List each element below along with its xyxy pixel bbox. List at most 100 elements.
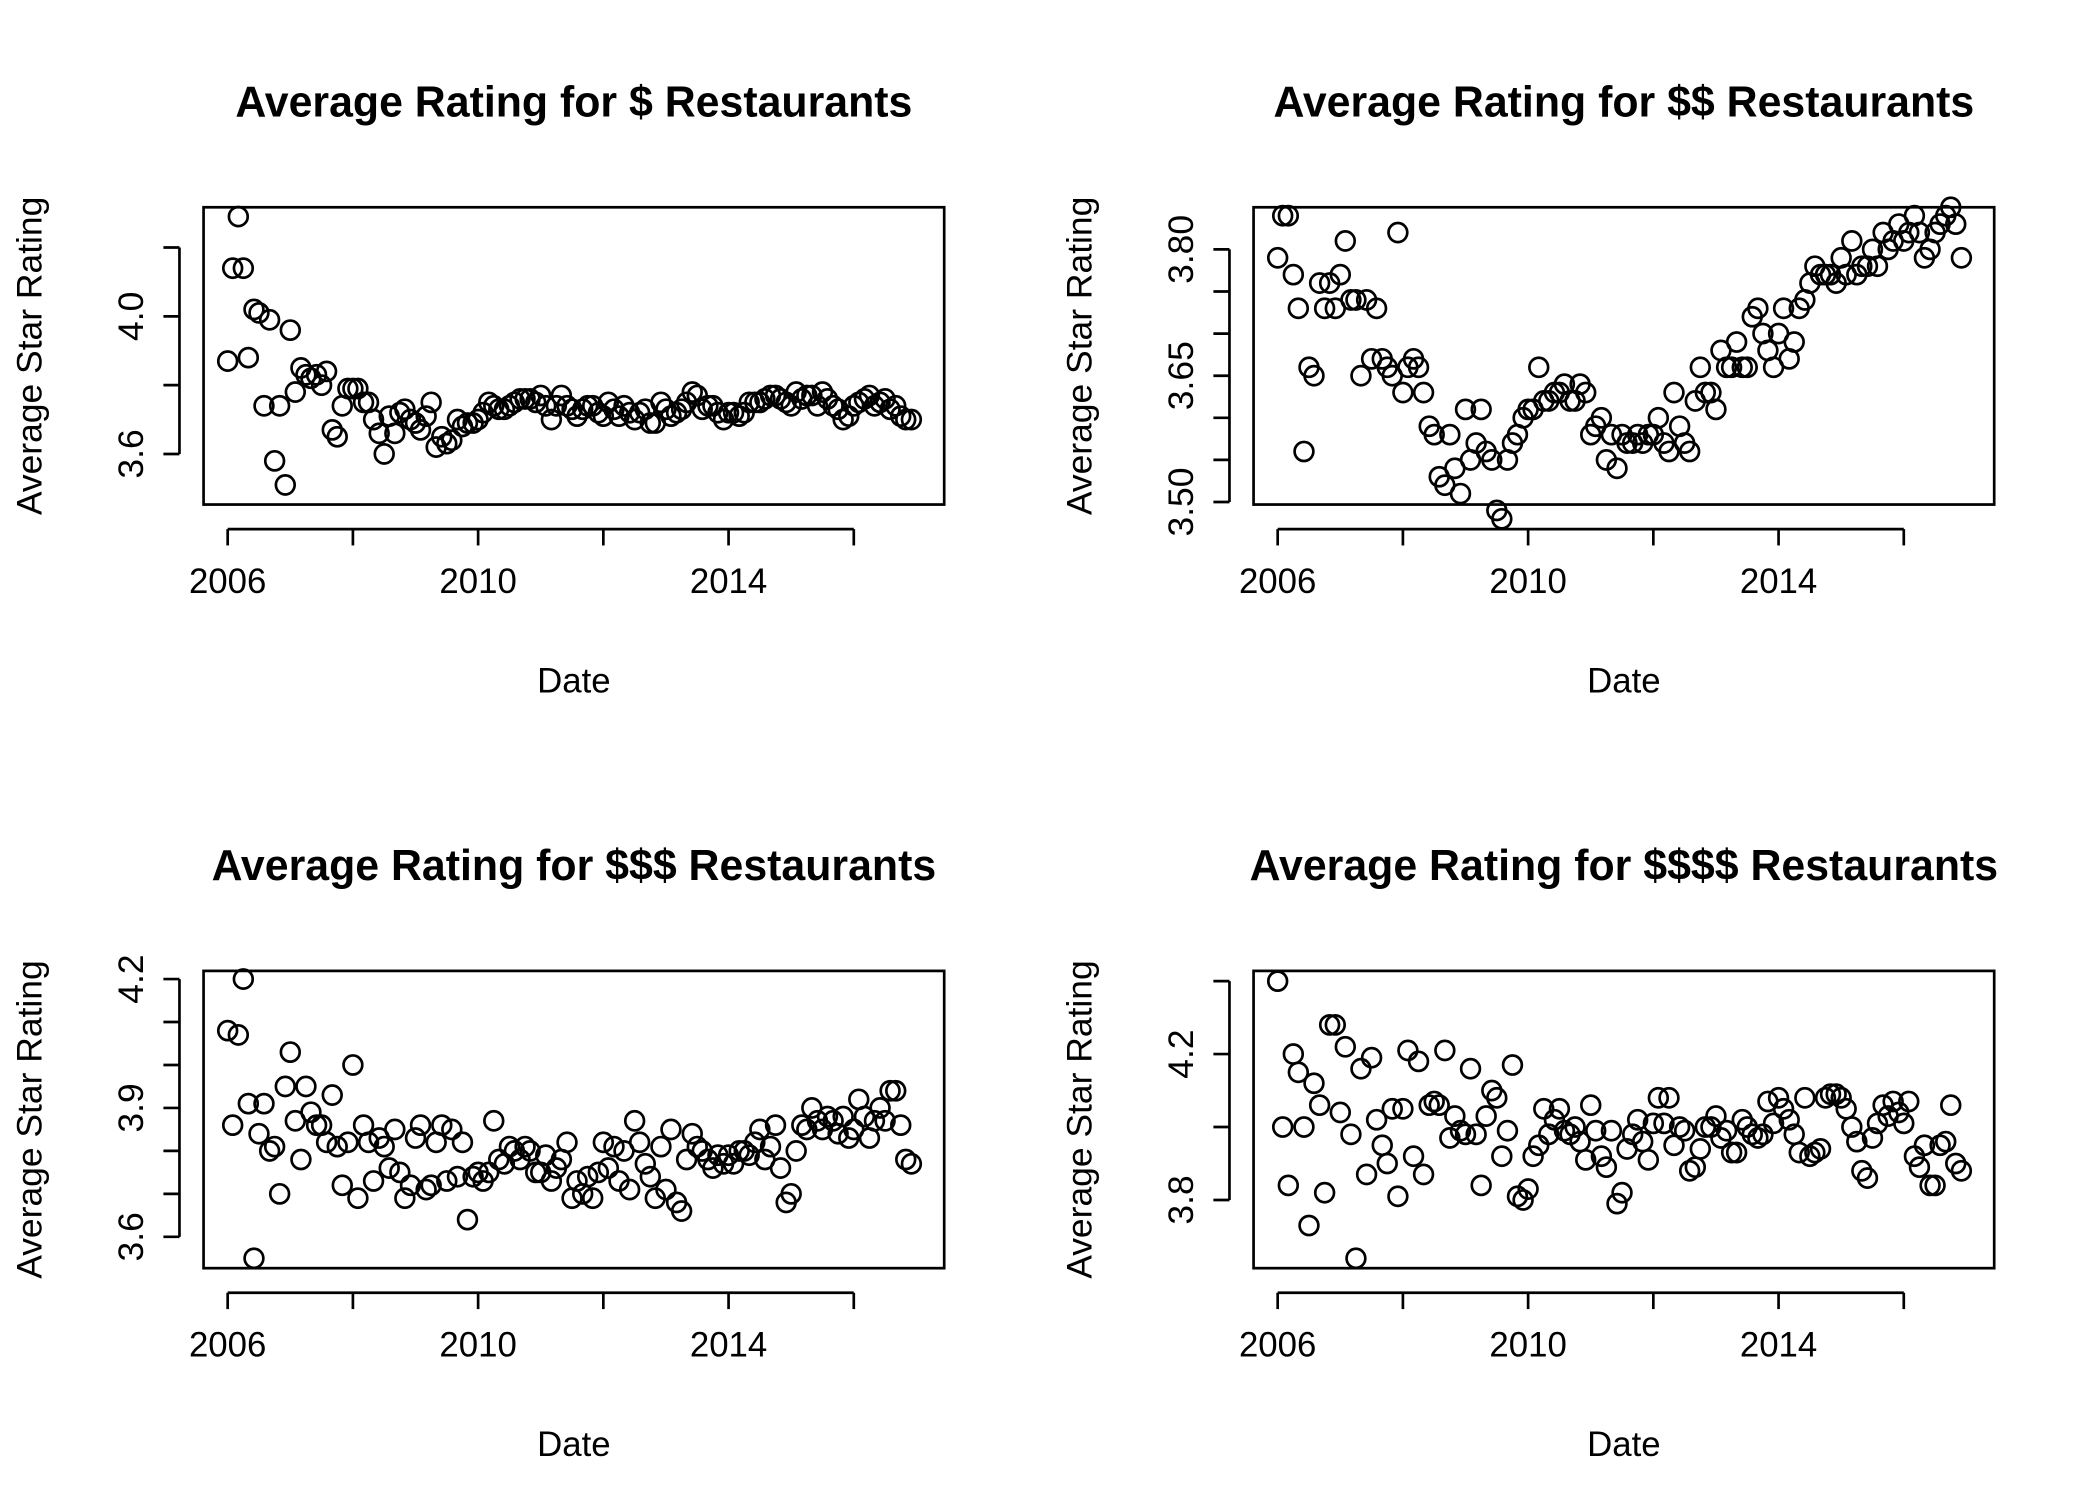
- point: [451, 1131, 474, 1154]
- point: [1590, 406, 1613, 429]
- point: [399, 1174, 422, 1197]
- point: [1788, 1141, 1810, 1164]
- point: [1418, 1094, 1440, 1117]
- point: [1548, 1097, 1571, 1120]
- point: [843, 394, 865, 417]
- point: [655, 1178, 677, 1201]
- point: [1392, 1097, 1414, 1120]
- point: [597, 1157, 620, 1179]
- point: [827, 398, 849, 421]
- point: [1538, 1123, 1560, 1146]
- point: [1794, 1086, 1816, 1109]
- panel: Average Rating for $ Restaurants Date Aver…: [11, 78, 946, 701]
- point: [1767, 1086, 1790, 1109]
- point: [1736, 356, 1758, 379]
- point: [404, 1127, 427, 1149]
- point: [1329, 263, 1352, 286]
- point: [221, 1114, 244, 1137]
- point: [1908, 1156, 1931, 1179]
- point: [1528, 1134, 1550, 1157]
- point: [1950, 1159, 1973, 1182]
- x-tick-label: 2014: [690, 562, 767, 601]
- x-axis-label: Date: [537, 661, 611, 700]
- point: [305, 363, 328, 386]
- point: [1637, 1148, 1660, 1171]
- point: [822, 1109, 844, 1132]
- point: [1694, 381, 1717, 404]
- point: [1501, 1054, 1524, 1076]
- point: [1678, 440, 1701, 463]
- point: [1423, 1090, 1445, 1113]
- point: [389, 401, 411, 424]
- point: [1371, 1134, 1393, 1157]
- point: [1465, 1123, 1487, 1146]
- point: [1287, 297, 1310, 320]
- point: [216, 350, 239, 372]
- y-tick-label: 3.8: [1162, 1175, 1201, 1224]
- point: [1303, 1072, 1325, 1095]
- point: [1689, 356, 1712, 379]
- point: [347, 377, 369, 400]
- point: [373, 1135, 395, 1158]
- y-axis-label: Average Star Rating: [11, 197, 50, 516]
- point: [446, 408, 469, 431]
- chart-title: Average Rating for $ Restaurants: [235, 78, 912, 126]
- point: [1491, 507, 1513, 530]
- y-tick-label: 3.50: [1162, 468, 1201, 537]
- x-tick-label: 2014: [1740, 562, 1817, 601]
- point: [1282, 1043, 1305, 1065]
- point: [456, 412, 479, 434]
- point: [1350, 1057, 1372, 1080]
- point: [1861, 1127, 1884, 1149]
- point: [634, 1152, 657, 1175]
- point: [1585, 1119, 1607, 1142]
- point: [1752, 1123, 1774, 1146]
- point: [1293, 1116, 1315, 1138]
- point: [1387, 221, 1409, 244]
- y-axis-label: Average Star Rating: [1061, 960, 1100, 1279]
- plot-frame: [202, 969, 946, 1270]
- point: [1725, 1141, 1748, 1164]
- point: [1449, 1119, 1472, 1142]
- y-tick-label: 3.65: [1162, 341, 1201, 410]
- point: [1600, 1119, 1623, 1142]
- point: [1318, 1013, 1341, 1036]
- point: [431, 1114, 453, 1137]
- point: [1747, 1127, 1769, 1149]
- point: [1668, 1116, 1691, 1138]
- point: [441, 1118, 463, 1141]
- point: [670, 398, 693, 421]
- point: [1365, 297, 1388, 320]
- point: [1360, 1046, 1383, 1069]
- point: [1528, 356, 1550, 379]
- y-axis-label: Average Star Rating: [11, 960, 50, 1279]
- point: [785, 1139, 807, 1162]
- point: [1324, 1013, 1346, 1036]
- point: [571, 398, 594, 421]
- point: [248, 301, 270, 324]
- point: [1486, 1086, 1508, 1109]
- point: [263, 449, 286, 472]
- point: [1825, 1083, 1847, 1106]
- point: [1481, 449, 1503, 471]
- point: [216, 1019, 239, 1042]
- point: [1334, 230, 1357, 252]
- point: [628, 1131, 651, 1154]
- point: [801, 384, 823, 407]
- point: [764, 1114, 787, 1137]
- point: [1470, 398, 1492, 421]
- point: [1903, 1145, 1926, 1168]
- point: [545, 394, 568, 417]
- point: [1350, 364, 1372, 387]
- point: [785, 381, 807, 403]
- point: [1392, 381, 1414, 404]
- point: [1725, 331, 1748, 353]
- chart-title: Average Rating for $$ Restaurants: [1273, 78, 1974, 126]
- point: [1308, 272, 1331, 294]
- point: [1856, 1167, 1879, 1189]
- point: [1444, 1105, 1466, 1127]
- point: [1945, 213, 1967, 236]
- point: [483, 1109, 505, 1132]
- point: [650, 1135, 672, 1158]
- x-tick-label: 2010: [439, 562, 516, 601]
